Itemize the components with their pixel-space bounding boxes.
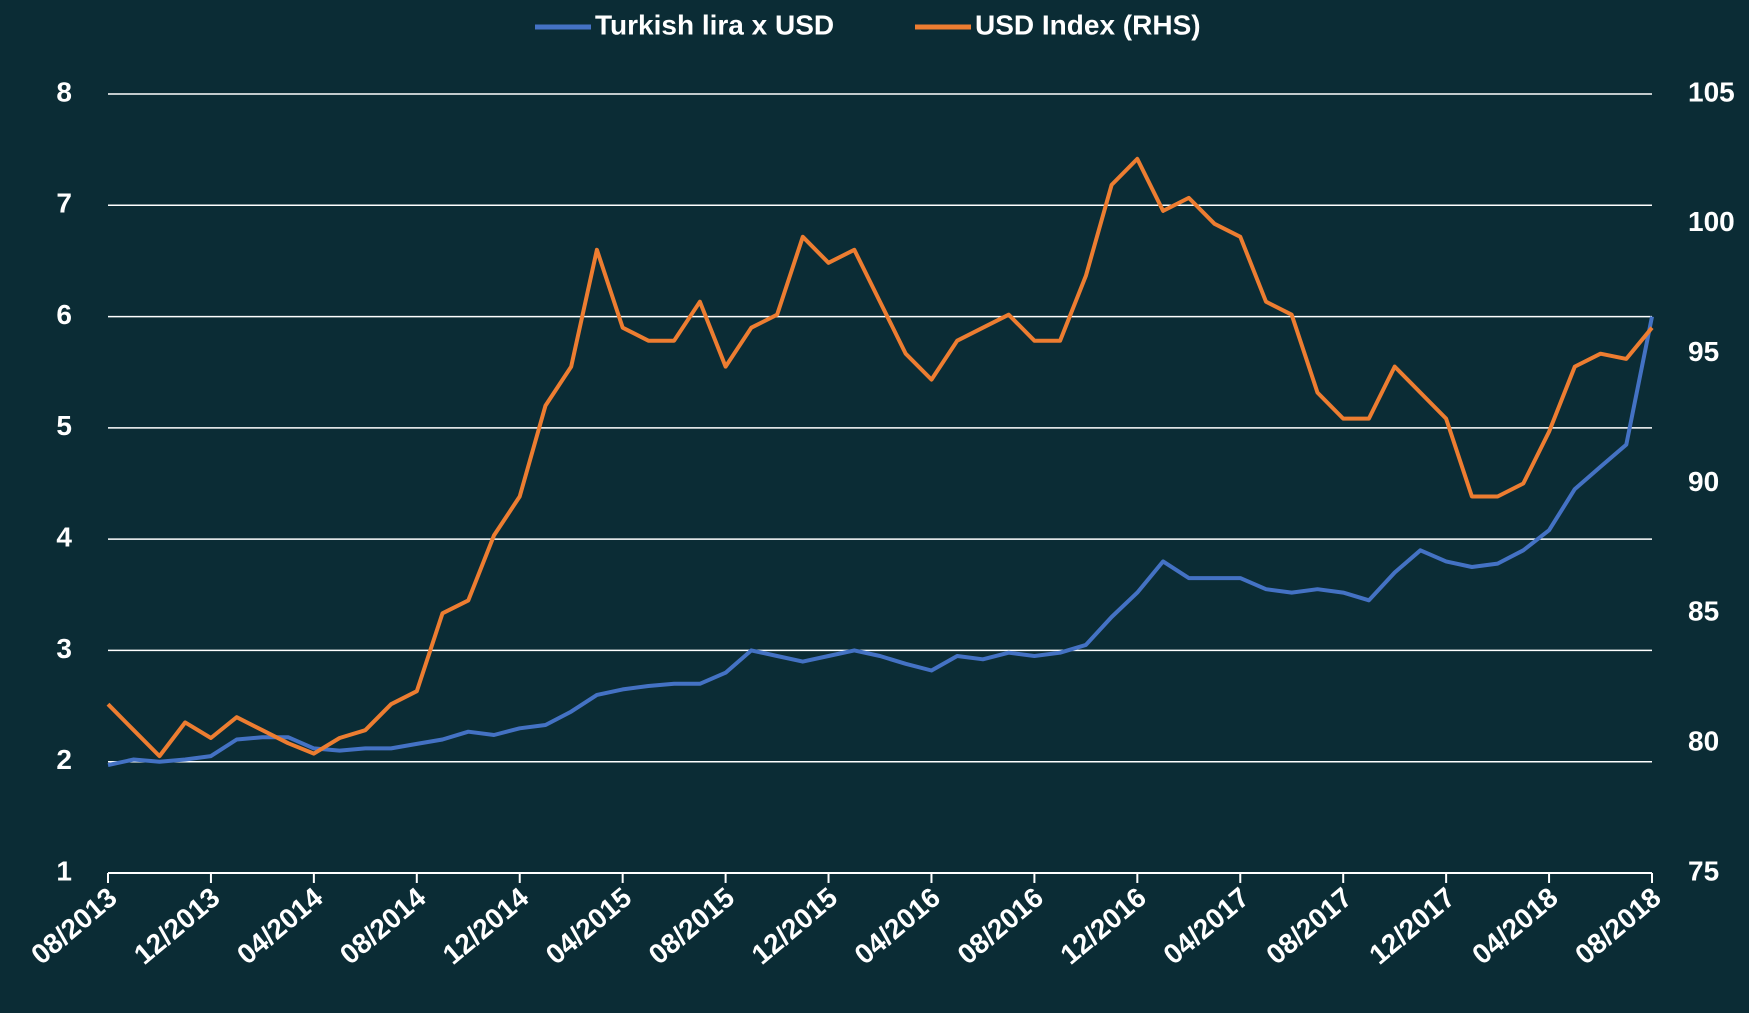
x-tick-label: 08/2015 [643, 882, 740, 971]
y2-tick-label: 105 [1688, 76, 1735, 107]
y-tick-label: 7 [56, 188, 72, 219]
x-tick-label: 08/2014 [334, 881, 432, 970]
y-tick-label: 4 [56, 522, 72, 553]
y2-tick-label: 80 [1688, 726, 1719, 757]
x-tick-label: 08/2017 [1260, 882, 1357, 971]
x-tick-label: 08/2018 [1569, 882, 1666, 971]
x-tick-label: 08/2016 [952, 882, 1049, 971]
y2-tick-label: 75 [1688, 855, 1719, 886]
data-line [108, 317, 1652, 765]
x-tick-label: 04/2016 [849, 882, 946, 971]
y-tick-label: 5 [56, 410, 72, 441]
y2-tick-label: 90 [1688, 466, 1719, 497]
y2-tick-label: 100 [1688, 206, 1735, 237]
y-tick-label: 6 [56, 299, 72, 330]
x-tick-label: 04/2018 [1466, 882, 1563, 971]
x-tick-label: 12/2017 [1363, 882, 1460, 971]
x-tick-label: 08/2013 [25, 882, 122, 971]
x-tick-label: 12/2014 [437, 881, 535, 970]
y-tick-label: 3 [56, 633, 72, 664]
y-tick-label: 8 [56, 76, 72, 107]
y2-tick-label: 85 [1688, 596, 1719, 627]
x-tick-label: 12/2015 [746, 882, 843, 971]
x-tick-label: 04/2014 [231, 881, 329, 970]
y-tick-label: 1 [56, 855, 72, 886]
chart: 12345678758085909510010508/201312/201304… [0, 0, 1749, 1013]
x-tick-label: 12/2016 [1054, 882, 1151, 971]
x-tick-label: 12/2013 [128, 882, 225, 971]
x-tick-label: 04/2017 [1157, 882, 1254, 971]
legend-label: Turkish lira x USD [595, 9, 834, 40]
data-line [108, 159, 1652, 756]
x-tick-label: 04/2015 [540, 882, 637, 971]
legend-label: USD Index (RHS) [975, 9, 1201, 40]
y2-tick-label: 95 [1688, 336, 1719, 367]
y-tick-label: 2 [56, 744, 72, 775]
